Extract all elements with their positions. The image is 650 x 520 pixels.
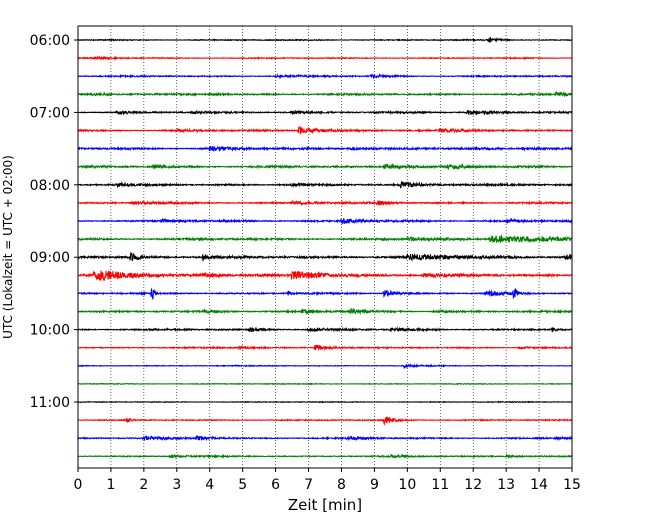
trace-line — [77, 287, 573, 300]
trace-line — [77, 326, 573, 333]
x-tick-label: 13 — [497, 477, 515, 493]
x-tick-label: 5 — [238, 477, 247, 493]
x-tick-label: 14 — [530, 477, 548, 493]
x-tick-label: 7 — [304, 477, 313, 493]
x-tick-label: 1 — [106, 477, 115, 493]
y-tick-label: 10:00 — [30, 323, 70, 339]
trace-line — [77, 400, 573, 404]
y-tick-label: 08:00 — [30, 178, 70, 194]
x-tick-label: 6 — [271, 477, 280, 493]
trace-line — [77, 344, 573, 352]
trace-line — [77, 36, 573, 44]
seismic-traces — [77, 36, 573, 460]
x-tick-label: 0 — [74, 477, 83, 493]
trace-line — [77, 199, 573, 207]
y-tick-label: 07:00 — [30, 105, 70, 121]
x-axis-label: Zeit [min] — [288, 496, 362, 514]
trace-line — [77, 453, 573, 460]
trace-line — [77, 434, 573, 442]
x-tick-label: 9 — [370, 477, 379, 493]
trace-line — [77, 270, 573, 282]
trace-line — [77, 382, 573, 386]
trace-line — [77, 125, 573, 135]
trace-line — [77, 109, 573, 116]
x-axis-ticks: 0 1 2 3 4 5 6 7 8 9 10 11 12 13 14 15 — [74, 468, 581, 493]
y-tick-label: 06:00 — [30, 33, 70, 49]
x-tick-label: 2 — [139, 477, 148, 493]
trace-line — [77, 307, 573, 316]
x-tick-label: 15 — [563, 477, 581, 493]
trace-line — [77, 180, 573, 189]
y-tick-label: 09:00 — [30, 250, 70, 266]
trace-line — [77, 252, 573, 262]
y-tick-label: 11:00 — [30, 395, 70, 411]
trace-line — [77, 145, 573, 152]
x-tick-label: 4 — [205, 477, 214, 493]
plot-frame — [77, 25, 573, 469]
x-tick-label: 8 — [337, 477, 346, 493]
trace-line — [77, 217, 573, 225]
trace-line — [77, 363, 573, 370]
trace-line — [77, 416, 573, 426]
x-tick-label: 11 — [431, 477, 449, 493]
trace-line — [77, 234, 573, 244]
x-tick-label: 3 — [172, 477, 181, 493]
x-tick-label: 12 — [464, 477, 482, 493]
y-axis-ticks: 06:00 07:00 08:00 09:00 10:00 11:00 — [30, 33, 78, 411]
trace-line — [77, 55, 573, 62]
y-axis-label: UTC (Lokalzeit = UTC + 02:00) — [1, 155, 15, 339]
trace-line — [77, 90, 573, 98]
x-tick-label: 10 — [398, 477, 416, 493]
trace-line — [77, 162, 573, 171]
trace-line — [77, 73, 573, 80]
